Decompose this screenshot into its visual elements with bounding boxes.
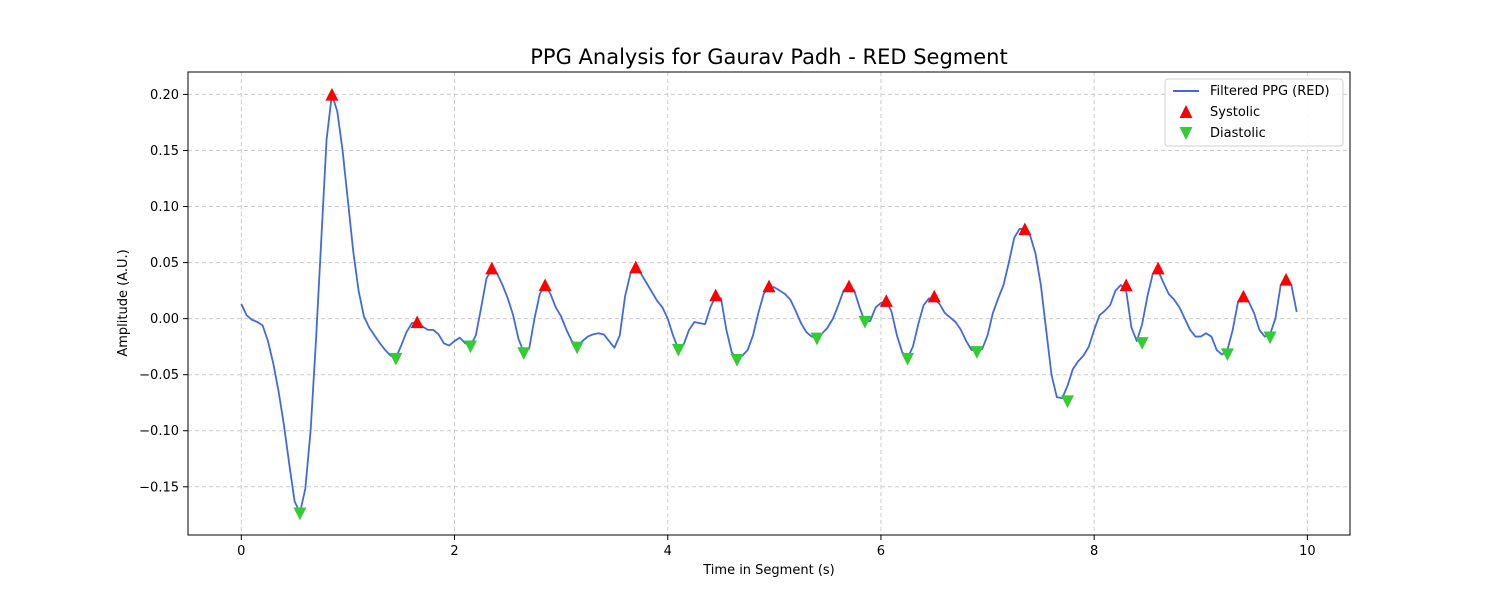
systolic-marker (485, 261, 499, 275)
legend-diastolic-swatch (1179, 127, 1193, 140)
y-tick-label: 0.20 (150, 88, 179, 103)
systolic-marker (629, 260, 643, 274)
systolic-marker (842, 279, 856, 293)
plot-frame (187, 71, 1351, 536)
y-axis: −0.15 −0.10 −0.05 0.00 0.05 0.10 0.15 0.20 (139, 88, 188, 495)
y-tick-label: −0.10 (139, 424, 179, 439)
x-axis-label: Time in Segment (s) (702, 563, 834, 578)
x-tick-label: 10 (1299, 544, 1316, 559)
diastolic-marker (1135, 337, 1149, 350)
y-tick-label: 0.15 (150, 144, 179, 159)
diastolic-marker (810, 332, 824, 346)
series-systolic (325, 87, 1293, 329)
diastolic-marker (464, 340, 478, 354)
y-tick-label: 0.00 (150, 312, 179, 327)
diastolic-marker (671, 343, 685, 357)
y-axis-label: Amplitude (A.U.) (116, 249, 131, 356)
diastolic-marker (389, 352, 403, 366)
x-axis: 0 2 4 6 8 10 (237, 535, 1316, 559)
legend-label-diastolic: Diastolic (1210, 126, 1266, 141)
diastolic-marker (517, 347, 531, 360)
systolic-marker (1119, 278, 1133, 292)
legend-label-systolic: Systolic (1210, 105, 1260, 120)
diastolic-marker (293, 507, 307, 521)
y-tick-label: 0.10 (150, 200, 179, 215)
legend-systolic-swatch (1179, 105, 1193, 118)
grid (188, 72, 1350, 535)
systolic-marker (762, 279, 776, 293)
diastolic-marker (1220, 348, 1234, 362)
diastolic-marker (570, 341, 584, 355)
x-tick-label: 2 (450, 544, 458, 559)
x-tick-label: 4 (664, 544, 672, 559)
diastolic-marker (1060, 395, 1074, 409)
series-diastolic (293, 315, 1277, 521)
diastolic-marker (970, 346, 984, 359)
chart-title: PPG Analysis for Gaurav Padh - RED Segme… (530, 45, 1007, 69)
y-tick-label: −0.05 (139, 368, 179, 383)
systolic-marker (538, 278, 552, 292)
systolic-marker (1151, 261, 1165, 275)
diastolic-marker (1263, 331, 1277, 345)
systolic-marker (410, 315, 424, 329)
x-tick-label: 6 (877, 544, 885, 559)
systolic-marker (709, 288, 723, 302)
systolic-marker (879, 294, 893, 307)
x-tick-label: 0 (237, 544, 245, 559)
diastolic-marker (901, 352, 915, 366)
legend-label-filtered: Filtered PPG (RED) (1210, 84, 1330, 99)
diastolic-marker (730, 353, 744, 367)
y-tick-label: −0.15 (139, 480, 179, 495)
systolic-marker (1018, 222, 1032, 236)
diastolic-marker (858, 315, 872, 329)
systolic-marker (927, 289, 941, 303)
y-tick-label: 0.05 (150, 256, 179, 271)
systolic-marker (1236, 289, 1250, 303)
legend: Filtered PPG (RED) Systolic Diastolic (1164, 78, 1344, 147)
x-tick-label: 8 (1090, 544, 1098, 559)
systolic-marker (1279, 272, 1293, 286)
systolic-marker (325, 87, 339, 101)
legend-box (1164, 78, 1344, 147)
